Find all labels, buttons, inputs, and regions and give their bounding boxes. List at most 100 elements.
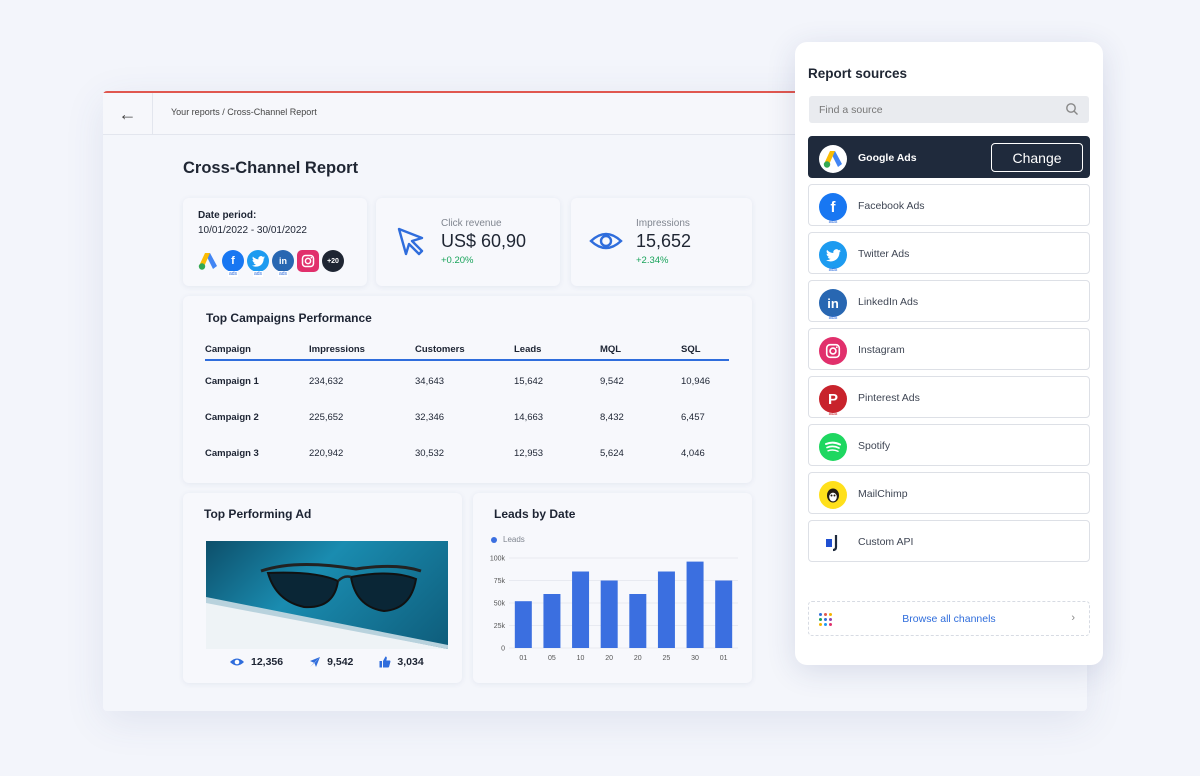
search-icon (1066, 103, 1078, 115)
browse-all-channels-button[interactable]: Browse all channels › (808, 601, 1090, 636)
table-cell: 234,632 (309, 376, 344, 387)
date-period-value: 10/01/2022 - 30/01/2022 (198, 225, 307, 236)
x-tick-label: 01 (720, 655, 728, 662)
y-tick-label: 25k (494, 623, 506, 630)
x-tick-label: 01 (519, 655, 527, 662)
table-row[interactable]: Campaign 3 220,942 30,532 12,953 5,624 4… (205, 432, 729, 468)
x-tick-label: 20 (605, 655, 613, 662)
campaigns-title: Top Campaigns Performance (206, 311, 372, 325)
column-header[interactable]: Impressions (309, 336, 415, 361)
grid-dots-icon (819, 613, 832, 626)
chart-bar (715, 580, 733, 648)
sunglasses-ad-image[interactable] (206, 541, 448, 649)
source-name: Pinterest Ads (858, 392, 920, 404)
top-ad-card: Top Performing Ad 12,356 9,542 (183, 493, 462, 683)
change-button[interactable]: Change (991, 143, 1083, 172)
y-tick-label: 100k (490, 556, 506, 563)
chart-bar (629, 594, 647, 648)
twitter-icon: ads (819, 241, 847, 273)
campaigns-table: Campaign Impressions Customers Leads MQL… (205, 336, 729, 468)
source-name: LinkedIn Ads (858, 296, 919, 308)
source-item-google-ads[interactable]: Google Ads Change (808, 136, 1090, 178)
source-name: Google Ads (858, 152, 917, 164)
ad-likes-value: 3,034 (397, 656, 424, 668)
cursor-icon (397, 227, 424, 256)
source-name: Custom API (858, 536, 914, 548)
table-row[interactable]: Campaign 2 225,652 32,346 14,663 8,432 6… (205, 396, 729, 432)
table-cell: Campaign 1 (205, 376, 259, 387)
date-period-card: Date period: 10/01/2022 - 30/01/2022 f ad… (183, 198, 367, 286)
chart-bar (657, 571, 675, 648)
table-cell: 10,946 (681, 376, 711, 387)
linkedin-icon: in ads (819, 289, 847, 321)
leads-card: Leads by Date Leads 0 25k 50k 75k 100k 01 05 10… (473, 493, 752, 683)
impressions-value: 15,652 (636, 231, 692, 251)
ad-likes-stat: 3,034 (379, 656, 424, 668)
legend-label: Leads (503, 535, 525, 544)
impressions-delta: +2.34% (636, 255, 669, 266)
chart-bar (514, 601, 532, 648)
ads-sublabel: ads (828, 411, 838, 417)
more-channels-badge[interactable]: +20 (322, 250, 344, 272)
source-item-instagram[interactable]: Instagram (808, 328, 1090, 370)
table-row[interactable]: Campaign 1 234,632 34,643 15,642 9,542 1… (205, 360, 729, 396)
source-item-twitter-ads[interactable]: ads Twitter Ads (808, 232, 1090, 274)
column-header[interactable]: Leads (514, 336, 600, 361)
source-item-facebook-ads[interactable]: f ads Facebook Ads (808, 184, 1090, 226)
source-item-linkedin-ads[interactable]: in ads LinkedIn Ads (808, 280, 1090, 322)
eye-icon (230, 658, 244, 666)
send-arrow-icon (310, 657, 321, 667)
source-item-spotify[interactable]: Spotify (808, 424, 1090, 466)
table-cell: 32,346 (415, 411, 445, 423)
table-cell: Campaign 3 (205, 447, 259, 459)
ads-sublabel: ads (828, 219, 838, 225)
y-tick-label: 50k (494, 601, 506, 608)
ad-stats: 12,356 9,542 3,034 (229, 656, 424, 668)
table-cell: 34,643 (415, 376, 445, 387)
x-tick-label: 25 (663, 655, 671, 662)
impressions-label: Impressions (636, 218, 690, 229)
search-input[interactable]: Find a source (809, 96, 1089, 123)
ads-sublabel: ads (828, 267, 838, 273)
click-revenue-delta: +0.20% (441, 255, 474, 266)
instagram-icon (819, 337, 847, 365)
column-header[interactable]: Customers (415, 336, 514, 361)
spotify-icon (819, 433, 847, 461)
custom-api-icon (819, 529, 847, 557)
chart-bar (600, 580, 618, 648)
table-cell: 14,663 (514, 411, 544, 423)
table-cell: 9,542 (600, 376, 624, 387)
source-item-mailchimp[interactable]: MailChimp (808, 472, 1090, 514)
impressions-card: Impressions 15,652 +2.34% (571, 198, 752, 286)
source-item-custom-api[interactable]: Custom API (808, 520, 1090, 562)
eye-icon (589, 232, 623, 250)
leads-title: Leads by Date (494, 507, 576, 521)
chart-bar (572, 571, 590, 648)
search-placeholder: Find a source (819, 104, 883, 116)
report-sources-panel: Report sources Find a source Google Ads … (795, 42, 1103, 665)
column-header[interactable]: Campaign (205, 336, 309, 361)
table-header-row: Campaign Impressions Customers Leads MQL… (205, 336, 729, 361)
campaigns-card: Top Campaigns Performance Campaign Impre… (183, 296, 752, 483)
column-header[interactable]: MQL (600, 336, 681, 361)
column-header[interactable]: SQL (681, 336, 729, 361)
top-ad-title: Top Performing Ad (204, 507, 312, 521)
channel-logos: f ads ads in ads +20 (197, 250, 344, 277)
browse-label: Browse all channels (902, 613, 996, 625)
arrow-left-icon[interactable]: ← (103, 93, 153, 135)
table-cell: 225,652 (309, 411, 344, 423)
thumbs-up-icon (379, 656, 391, 668)
facebook-icon: f ads (819, 193, 847, 225)
y-tick-label: 75k (494, 578, 506, 585)
x-tick-label: 10 (577, 655, 585, 662)
chevron-right-icon: › (1071, 612, 1075, 624)
legend-dot (491, 536, 497, 543)
breadcrumb[interactable]: Your reports / Cross-Channel Report (171, 107, 317, 117)
table-cell: 5,624 (600, 447, 624, 459)
table-cell: 4,046 (681, 447, 705, 459)
leads-bar-chart: 0 25k 50k 75k 100k 01 05 10 20 20 25 30 01 (490, 556, 738, 662)
x-tick-label: 30 (691, 655, 699, 662)
source-name: Facebook Ads (858, 200, 925, 212)
